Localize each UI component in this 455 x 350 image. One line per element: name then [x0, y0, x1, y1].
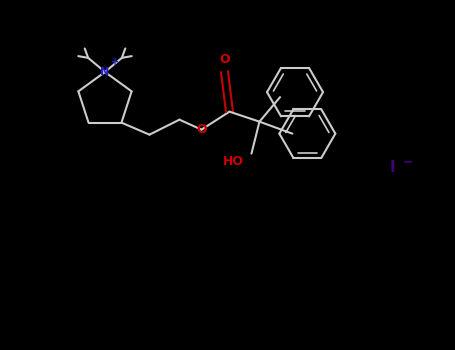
- Text: I: I: [389, 161, 395, 175]
- Text: O: O: [219, 53, 230, 66]
- Text: −: −: [403, 155, 413, 168]
- Text: +: +: [111, 57, 119, 67]
- Text: N: N: [101, 67, 110, 77]
- Text: HO: HO: [223, 155, 244, 168]
- Text: O: O: [196, 123, 207, 136]
